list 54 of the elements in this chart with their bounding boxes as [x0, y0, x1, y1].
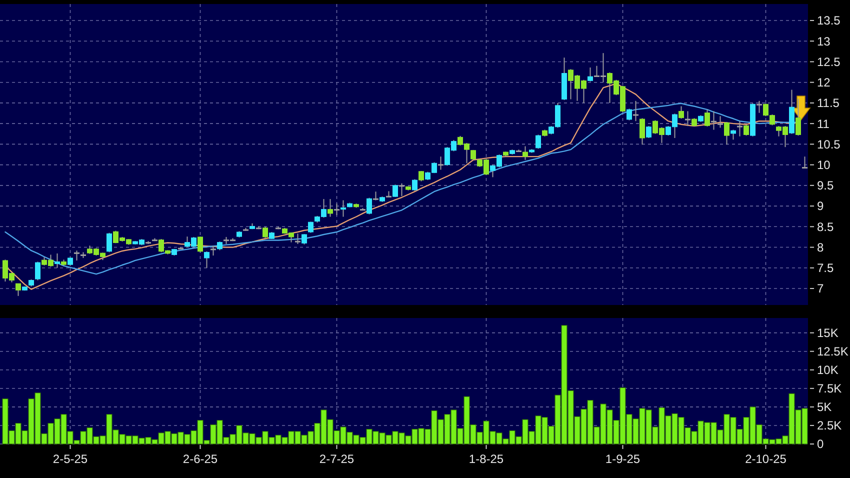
y-tick-label: 5K	[817, 400, 832, 414]
y-tick-label: 9.5	[817, 178, 834, 193]
y-tick-label: 2.5K	[817, 418, 842, 433]
x-tick-label: 2-5-25	[52, 452, 88, 466]
candlestick	[802, 156, 808, 169]
x-tick-label: 2-7-25	[319, 452, 354, 466]
candlestick	[633, 100, 638, 122]
candlestick	[54, 252, 60, 268]
y-tick-label: 7	[817, 282, 824, 296]
y-tick-label: 9	[817, 199, 824, 214]
candlestick	[756, 100, 762, 114]
y-tick-label: 7.5	[817, 261, 834, 276]
x-tick-label: 2-10-25	[745, 452, 787, 466]
candlestick	[35, 261, 40, 281]
y-tick-label: 12	[817, 76, 831, 90]
candlestick	[737, 120, 742, 137]
candlestick	[308, 221, 314, 234]
candlestick	[711, 110, 716, 130]
candlestick	[74, 250, 80, 261]
candlestick	[730, 129, 736, 140]
candlestick	[685, 110, 690, 127]
y-tick-label: 10	[817, 158, 831, 172]
y-tick-label: 12.5K	[817, 344, 848, 359]
candlestick	[210, 245, 216, 256]
candlestick	[334, 203, 340, 216]
candlestick	[16, 283, 21, 296]
candlestick	[204, 250, 210, 268]
candlestick	[678, 106, 684, 120]
y-tick-label: 15K	[817, 326, 838, 340]
y-tick-label: 7.5K	[817, 382, 842, 396]
y-tick-label: 13.5	[817, 14, 841, 28]
candlestick	[399, 182, 404, 197]
x-tick-label: 1-8-25	[468, 452, 504, 466]
candlestick	[106, 232, 112, 253]
y-tick-label: 10.5	[817, 137, 841, 152]
y-tick-label: 8.5	[817, 220, 834, 234]
candlestick	[646, 126, 652, 139]
y-tick-label: 11	[817, 116, 830, 131]
y-tick-label: 8	[817, 240, 824, 254]
candlestick	[718, 116, 723, 128]
y-tick-label: 0	[817, 437, 824, 452]
x-tick-label: 2-6-25	[182, 452, 218, 466]
candlestick	[438, 156, 444, 170]
y-tick-label: 12.5	[817, 54, 841, 69]
y-tick-label: 10K	[817, 363, 838, 378]
candlestick	[412, 178, 418, 192]
candlestick	[536, 134, 541, 150]
candlestick	[295, 233, 300, 244]
y-tick-label: 11.5	[817, 96, 840, 110]
y-tick-label: 13	[817, 34, 831, 48]
x-tick-label: 1-9-25	[605, 452, 640, 466]
candlestick	[796, 98, 801, 136]
candlestick	[198, 236, 203, 253]
candlestick	[640, 118, 645, 146]
